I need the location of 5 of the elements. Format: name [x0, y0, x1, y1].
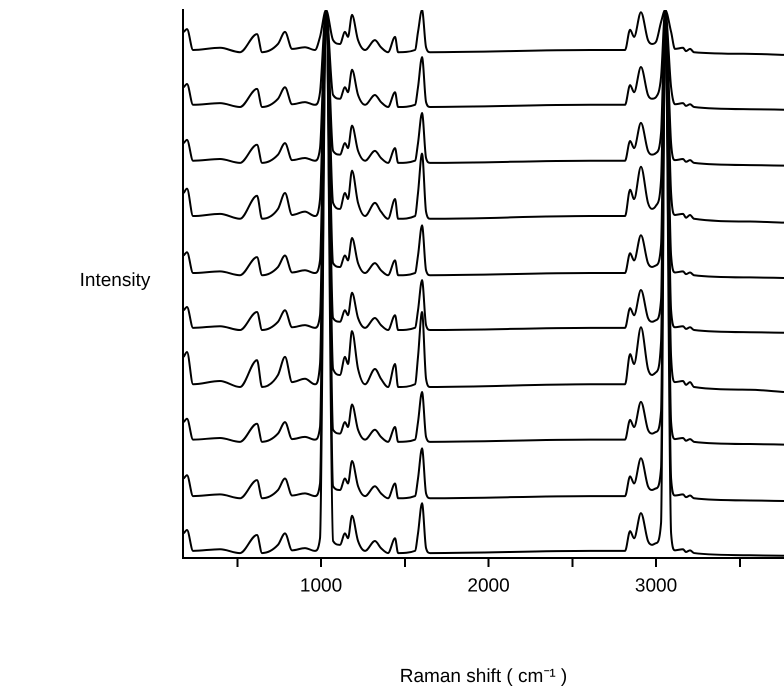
- x-tick-label: 1000: [300, 576, 342, 597]
- x-axis-title: Raman shift ( cm⁻¹ ): [398, 665, 568, 688]
- x-tick-label: 3000: [634, 576, 678, 597]
- x-tick-label: 2000: [467, 576, 510, 597]
- y-axis-title: Intensity: [78, 270, 152, 292]
